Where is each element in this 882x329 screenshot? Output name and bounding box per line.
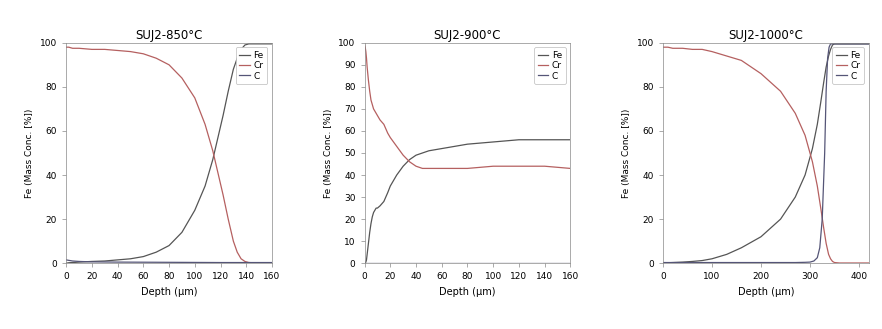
Legend: Fe, Cr, C: Fe, Cr, C bbox=[235, 47, 267, 84]
X-axis label: Depth (μm): Depth (μm) bbox=[439, 287, 496, 297]
Y-axis label: Fe (Mass Conc. [%]): Fe (Mass Conc. [%]) bbox=[324, 108, 333, 198]
Title: SUJ2-850°C: SUJ2-850°C bbox=[135, 29, 203, 41]
Y-axis label: Fe (Mass Conc. [%]): Fe (Mass Conc. [%]) bbox=[26, 108, 34, 198]
X-axis label: Depth (μm): Depth (μm) bbox=[141, 287, 198, 297]
Title: SUJ2-1000°C: SUJ2-1000°C bbox=[729, 29, 804, 41]
Title: SUJ2-900°C: SUJ2-900°C bbox=[434, 29, 501, 41]
Legend: Fe, Cr, C: Fe, Cr, C bbox=[833, 47, 864, 84]
Legend: Fe, Cr, C: Fe, Cr, C bbox=[534, 47, 566, 84]
Y-axis label: Fe (Mass Conc. [%]): Fe (Mass Conc. [%]) bbox=[622, 108, 632, 198]
X-axis label: Depth (μm): Depth (μm) bbox=[737, 287, 794, 297]
